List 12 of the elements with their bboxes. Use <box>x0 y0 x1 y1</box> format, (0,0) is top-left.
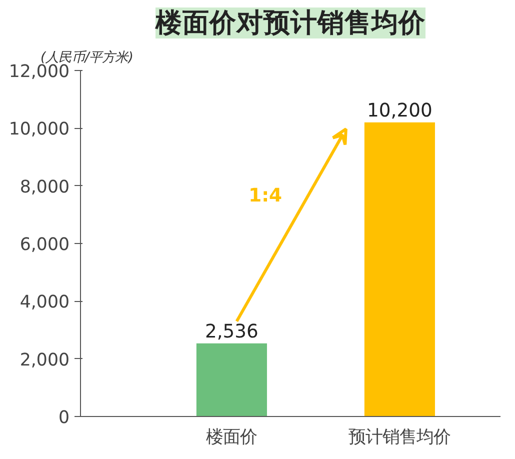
chart-title: 楼面价对预计销售均价 <box>154 8 426 38</box>
y-tick-label: 0 <box>58 408 70 428</box>
data-label: 2,536 <box>204 321 258 342</box>
x-tick-label: 预计销售均价 <box>348 428 451 448</box>
data-label: 10,200 <box>367 100 432 122</box>
y-tick-label: 6,000 <box>20 235 70 255</box>
y-tick-label: 8,000 <box>20 177 70 198</box>
y-tick-label: 10,000 <box>8 120 70 140</box>
annotation: 1:4 <box>248 185 282 206</box>
y-tick-label: 2,000 <box>20 350 70 370</box>
y-tick-label: 4,000 <box>20 292 70 313</box>
x-tick-label: 楼面价 <box>206 428 258 448</box>
